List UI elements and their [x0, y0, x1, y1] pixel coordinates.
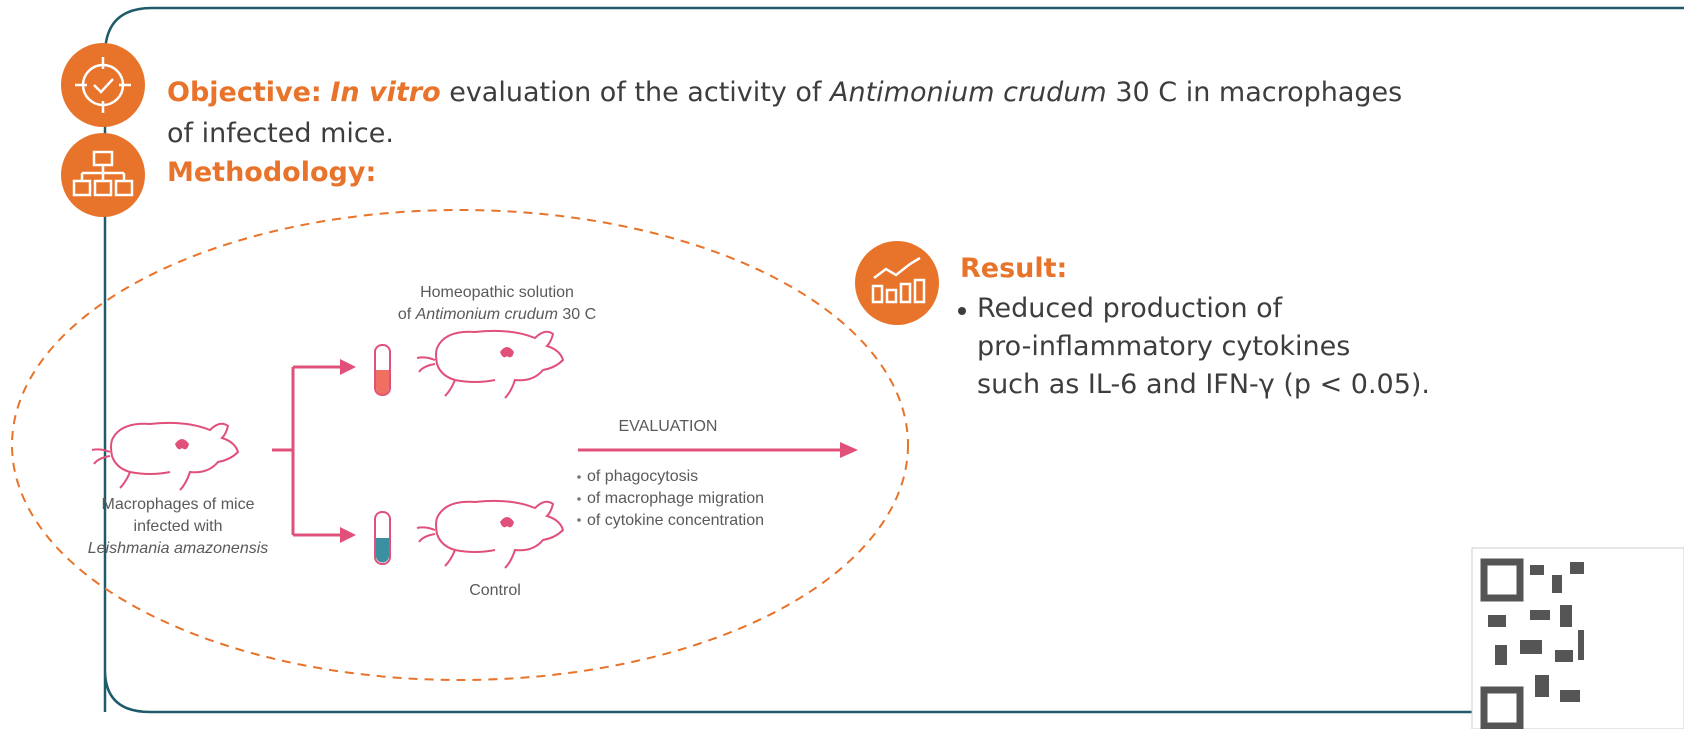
objective: Objective: In vitro evaluation of the ac… [167, 72, 1402, 154]
source-label: Macrophages of mice infected with Leishman… [68, 494, 288, 560]
methodology-label: Methodology: [167, 157, 377, 188]
objective-text: In vitro [330, 77, 441, 108]
objective-text: evaluation of the activity of [440, 77, 831, 108]
objective-text: of infected mice. [167, 118, 394, 149]
evaluation-item: of cytokine concentration [587, 512, 764, 529]
treatment-text: Homeopathic solution [420, 284, 574, 301]
treatment-text: 30 C [557, 306, 597, 323]
evaluation-label: EVALUATION [618, 418, 718, 435]
result-line: Reduced production of [977, 293, 1283, 324]
methodology-icon [61, 133, 145, 217]
objective-icon [61, 43, 145, 127]
objective-text: 30 C in macrophages [1106, 77, 1403, 108]
result-line: pro-inflammatory cytokines [977, 331, 1351, 362]
treatment-text: Antimonium crudum [415, 306, 558, 323]
mouse [91, 421, 239, 491]
result-icon [855, 241, 939, 325]
treatment-text: of [397, 306, 416, 323]
dashed-ellipse [11, 209, 909, 681]
evaluation-item: of phagocytosis [587, 468, 699, 485]
objective-text: Antimonium crudum [830, 77, 1107, 108]
evaluation-bullets [577, 475, 581, 522]
result-bullet [958, 307, 966, 315]
arrows [272, 359, 858, 543]
objective-label: Objective: [167, 77, 322, 108]
test-tubes [374, 344, 391, 565]
treatment-label: Homeopathic solution of Antimonium crudum… [387, 282, 607, 326]
source-text: Macrophages of mice [101, 496, 255, 513]
result-line: such as IL-6 and IFN-γ (p < 0.05). [977, 369, 1431, 400]
control-label: Control [469, 582, 521, 599]
result-text: Reduced production of pro-inflammatory cy… [977, 290, 1430, 404]
mouse [416, 499, 564, 569]
mouse [416, 329, 564, 399]
result-label: Result: [960, 253, 1068, 284]
evaluation-item: of macrophage migration [587, 490, 764, 507]
source-text: Leishmania amazonensis [87, 540, 269, 557]
qr-code [1471, 547, 1684, 729]
source-text: infected with [133, 518, 223, 535]
evaluation-list: of phagocytosis of macrophage migration of… [587, 466, 764, 532]
